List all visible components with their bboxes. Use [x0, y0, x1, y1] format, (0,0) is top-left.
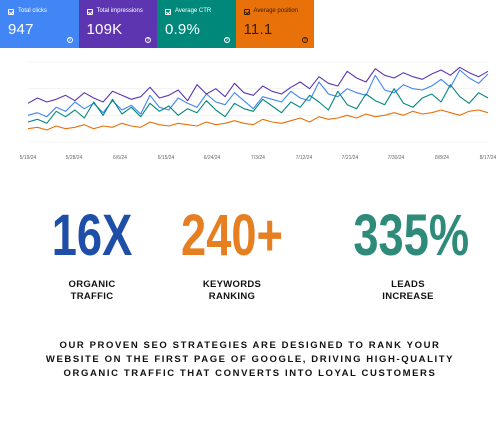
total-clicks-card[interactable]: Total clicks 947 ? — [0, 0, 79, 48]
stat-keywords-ranking: 240+ KEYWORDS RANKING — [162, 205, 302, 303]
x-tick-label: 7/30/24 — [388, 155, 405, 161]
checkbox-icon[interactable] — [86, 8, 93, 15]
x-tick-label: 5/28/24 — [66, 155, 83, 161]
metric-label: Total impressions — [96, 8, 143, 14]
stat-label-line2: TRAFFIC — [70, 291, 114, 302]
metric-label: Average position — [253, 8, 299, 14]
stat-value: 16X — [51, 203, 133, 268]
series-line-0 — [27, 69, 489, 118]
x-axis-ticks: 5/19/24 5/28/24 6/6/24 6/15/24 6/24/24 7/3/24… — [20, 155, 497, 161]
total-impressions-card[interactable]: Total impressions 109K ? — [78, 0, 157, 48]
metric-label: Total clicks — [18, 8, 48, 14]
performance-line-chart: 5/19/24 5/28/24 6/6/24 6/15/24 6/24/24 7/3/24… — [20, 61, 497, 161]
x-tick-label: 6/24/24 — [204, 155, 221, 161]
checkbox-icon[interactable] — [165, 8, 171, 15]
metric-value: 11.1 — [243, 21, 273, 38]
x-tick-label: 6/15/24 — [158, 155, 175, 161]
help-icon[interactable]: ? — [145, 37, 151, 44]
chart-series — [27, 66, 489, 131]
average-ctr-card[interactable]: Average CTR 0.9% ? — [157, 0, 236, 48]
metric-value: 109K — [86, 21, 123, 38]
help-icon[interactable]: ? — [223, 37, 230, 44]
stat-label-line1: KEYWORDS — [202, 279, 262, 290]
stat-organic-traffic: 16X ORGANIC TRAFFIC — [22, 205, 162, 303]
chart-grid — [28, 61, 488, 143]
tagline-line2: WEBSITE ON THE FIRST PAGE OF GOOGLE, DRI… — [45, 354, 455, 365]
average-position-card[interactable]: Average position 11.1 ? — [235, 0, 314, 48]
x-tick-label: 5/19/24 — [20, 155, 37, 161]
help-icon[interactable]: ? — [302, 37, 308, 44]
stat-label-line2: RANKING — [208, 291, 256, 302]
stat-label-line1: ORGANIC — [68, 279, 116, 290]
checkbox-icon[interactable] — [243, 8, 250, 15]
x-tick-label: 8/8/24 — [435, 155, 449, 161]
x-tick-label: 8/17/24 — [480, 155, 497, 161]
x-tick-label: 7/12/24 — [296, 155, 313, 161]
help-icon[interactable]: ? — [66, 37, 73, 44]
stat-value: 335% — [353, 203, 470, 268]
stat-leads-increase: 335% LEADS INCREASE — [338, 205, 478, 303]
x-tick-label: 6/6/24 — [113, 155, 127, 161]
metric-cards: Total clicks 947 ? Total impressions 109… — [0, 0, 314, 48]
tagline: OUR PROVEN SEO STRATEGIES ARE DESIGNED T… — [30, 339, 470, 381]
metric-value: 0.9% — [165, 21, 200, 38]
checkbox-icon[interactable] — [8, 8, 14, 15]
series-line-2 — [27, 84, 489, 124]
metric-value: 947 — [8, 21, 34, 38]
tagline-line1: OUR PROVEN SEO STRATEGIES ARE DESIGNED T… — [59, 340, 441, 351]
series-line-3 — [27, 109, 489, 131]
stat-label-line1: LEADS — [391, 279, 425, 290]
tagline-line3: ORGANIC TRAFFIC THAT CONVERTS INTO LOYAL… — [63, 368, 437, 379]
x-tick-label: 7/21/24 — [342, 155, 359, 161]
x-tick-label: 7/3/24 — [251, 155, 265, 161]
metric-label: Average CTR — [175, 8, 212, 14]
stat-label-line2: INCREASE — [382, 291, 434, 302]
series-line-1 — [27, 66, 489, 104]
stat-value: 240+ — [181, 203, 283, 268]
